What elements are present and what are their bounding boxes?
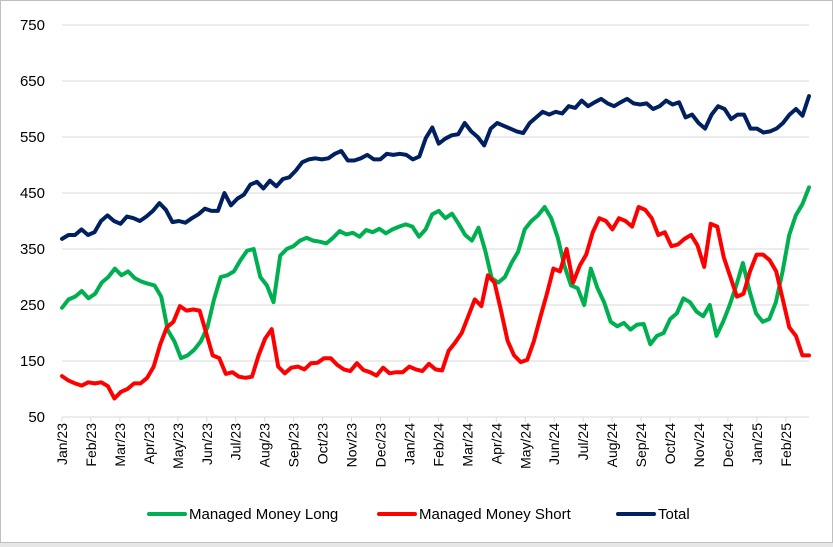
- x-tick-label: Jan/24: [401, 423, 417, 465]
- series-line-managed-money-long: [60, 185, 811, 361]
- legend-label: Managed Money Short: [419, 506, 572, 523]
- x-tick-label: Sep/23: [286, 423, 302, 468]
- legend-label: Total: [658, 506, 690, 523]
- x-tick-label: Mar/23: [112, 423, 128, 467]
- x-tick-label: Feb/24: [430, 423, 446, 467]
- x-tick-label: Jun/24: [546, 423, 562, 465]
- x-tick-label: Feb/23: [83, 423, 99, 467]
- x-tick-label: Oct/23: [315, 423, 331, 464]
- x-tick-label: Dec/24: [720, 423, 736, 468]
- x-tick-label: Aug/23: [257, 423, 273, 468]
- x-tick-label: Apr/23: [141, 423, 157, 464]
- x-tick-label: Nov/24: [691, 423, 707, 468]
- x-tick-label: Nov/23: [344, 423, 360, 468]
- y-tick-label: 550: [20, 129, 45, 146]
- y-tick-label: 750: [20, 17, 45, 34]
- legend: Managed Money Long Managed Money Short Tot…: [147, 506, 690, 523]
- series-lines: [60, 94, 811, 401]
- x-tick-label: Apr/24: [488, 423, 504, 464]
- y-axis-ticks: 50 150 250 350 450 550 650 750: [20, 17, 45, 426]
- legend-label: Managed Money Long: [189, 506, 338, 523]
- y-tick-label: 350: [20, 241, 45, 258]
- x-tick-label: Feb/25: [778, 423, 794, 467]
- x-tick-label: Jun/23: [199, 423, 215, 465]
- x-tick-label: Sep/24: [633, 423, 649, 468]
- x-tick-label: Mar/24: [459, 423, 475, 467]
- x-tick-label: May/23: [170, 423, 186, 469]
- x-tick-label: Jan/25: [749, 423, 765, 465]
- y-tick-label: 450: [20, 185, 45, 202]
- x-tick-label: May/24: [517, 423, 533, 469]
- x-tick-label: Oct/24: [662, 423, 678, 464]
- x-tick-label: Jul/23: [228, 423, 244, 461]
- x-tick-label: Jan/23: [54, 423, 70, 465]
- y-tick-label: 50: [28, 409, 45, 426]
- series-line-managed-money-short: [60, 205, 811, 401]
- x-tick-label: Dec/23: [372, 423, 388, 468]
- y-tick-label: 650: [20, 73, 45, 90]
- x-axis-ticks: Jan/23 Feb/23 Mar/23 Apr/23 May/23 Jun/23 Jul/…: [54, 417, 794, 469]
- x-tick-label: Jul/24: [575, 423, 591, 461]
- x-tick-label: Aug/24: [604, 423, 620, 468]
- y-tick-label: 150: [20, 353, 45, 370]
- series-line-total: [60, 94, 811, 241]
- y-tick-label: 250: [20, 297, 45, 314]
